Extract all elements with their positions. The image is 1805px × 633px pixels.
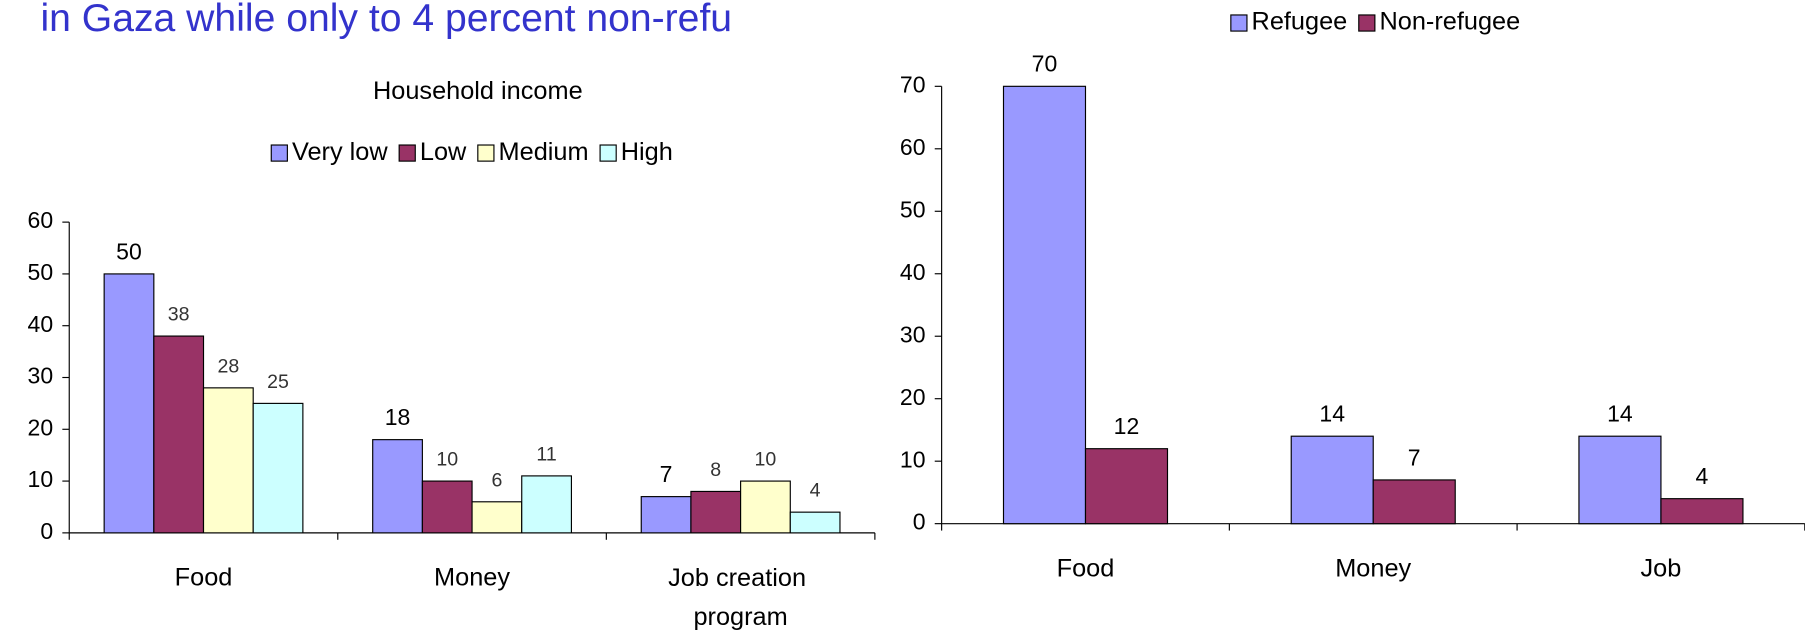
data-label: 8: [710, 459, 721, 481]
legend-swatch: [477, 144, 495, 162]
y-tick-label: 0: [913, 509, 926, 535]
y-tick-label: 30: [900, 321, 926, 347]
data-label: 7: [1408, 444, 1421, 470]
y-tick-label: 10: [28, 466, 54, 492]
data-label: 50: [116, 238, 142, 264]
x-tick-label: Money: [1335, 554, 1411, 582]
data-label: 70: [1032, 51, 1058, 77]
x-tick-label: Food: [1057, 554, 1115, 582]
data-label: 11: [536, 443, 556, 465]
bar: [1372, 479, 1456, 525]
bar: [372, 439, 423, 534]
data-label: 4: [810, 480, 821, 502]
bar: [1290, 435, 1374, 525]
data-label: 10: [436, 449, 458, 471]
bar: [690, 490, 742, 534]
bar: [1660, 498, 1744, 525]
bar: [202, 387, 254, 534]
x-tick-label: Money: [434, 564, 510, 592]
bar: [1578, 435, 1662, 525]
y-tick-label: 70: [900, 71, 926, 97]
y-tick-label: 60: [900, 134, 926, 160]
data-label: 6: [491, 469, 502, 491]
bar: [471, 501, 523, 534]
y-tick-label: 20: [900, 384, 926, 410]
legend-label: Medium: [499, 138, 589, 166]
data-label: 28: [217, 355, 239, 377]
bar: [521, 475, 572, 534]
headline: in Gaza while only to 4 percent non-refu: [40, 0, 732, 40]
legend-label: Low: [420, 138, 467, 166]
legend-swatch: [1230, 14, 1248, 32]
data-label: 38: [168, 304, 190, 326]
x-tick-label: Job creation program: [668, 564, 813, 631]
y-tick-label: 10: [900, 446, 926, 472]
legend-label: Very low: [292, 138, 388, 166]
data-label: 25: [267, 371, 289, 393]
legend-label: Refugee: [1252, 8, 1348, 36]
x-tick-label: Food: [175, 564, 233, 592]
y-tick-label: 50: [28, 259, 54, 285]
legend-label: Non-refugee: [1379, 8, 1520, 36]
x-tick-label: Job: [1641, 554, 1682, 582]
data-label: 12: [1114, 413, 1140, 439]
y-tick-label: 40: [900, 259, 926, 285]
legend-swatch: [1358, 14, 1376, 32]
bar: [252, 402, 304, 534]
bar: [640, 496, 692, 534]
legend-swatch: [599, 144, 617, 162]
bar: [153, 335, 205, 534]
data-label: 18: [385, 404, 411, 430]
bar: [421, 480, 473, 534]
y-tick-label: 30: [28, 363, 54, 389]
y-tick-label: 0: [40, 518, 53, 544]
y-tick-label: 50: [900, 196, 926, 222]
data-label: 14: [1607, 401, 1633, 427]
legend-swatch: [398, 144, 416, 162]
y-tick-label: 60: [28, 207, 54, 233]
bar: [740, 480, 791, 534]
data-label: 7: [660, 461, 673, 487]
data-label: 4: [1696, 463, 1709, 489]
bar: [789, 511, 841, 534]
bar: [103, 273, 155, 534]
data-label: 14: [1319, 401, 1345, 427]
bar: [1002, 85, 1087, 525]
bar: [1084, 448, 1169, 525]
y-tick-label: 40: [28, 311, 54, 337]
data-label: 10: [755, 449, 777, 471]
legend-label: High: [621, 138, 673, 166]
y-tick-label: 20: [28, 414, 54, 440]
legend-swatch: [270, 144, 288, 162]
chart-title: Household income: [373, 77, 583, 105]
